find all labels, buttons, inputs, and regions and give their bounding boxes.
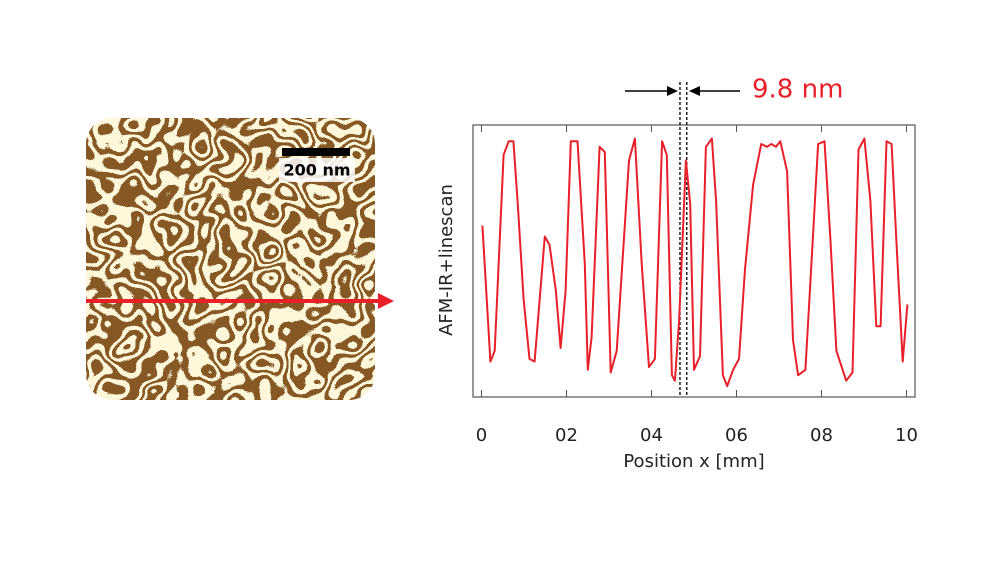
y-axis-label: AFM-IR+linescan [436,184,457,336]
plot-frame [472,124,916,398]
x-tick-label: 0 [476,425,487,446]
x-tick-label: 10 [895,425,918,446]
annotation: 9.8 nm [752,75,843,105]
x-tick-label: 08 [810,425,833,446]
scale-bar [282,148,350,156]
x-tick-label: 02 [555,425,578,446]
dimension-arrowhead [667,86,678,96]
scale-bar-bg [279,158,355,182]
x-tick-label: 06 [725,425,748,446]
data-line [481,137,909,388]
scan-arrowhead [378,293,394,309]
x-tick-label: 04 [640,425,663,446]
x-axis-label: Position x [mm] [623,451,764,472]
dimension-arrowhead [689,86,700,96]
scale-bar-label: 200 nm [283,161,350,180]
